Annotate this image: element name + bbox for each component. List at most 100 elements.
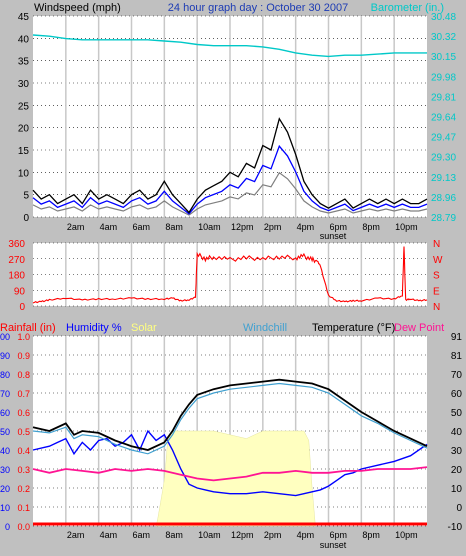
wind-direction-line (32, 246, 428, 304)
rainfall-tick-label: 0.9 (17, 351, 30, 361)
humidity-line (32, 429, 428, 497)
temperature-hour-label: 6am (133, 530, 151, 540)
compass-tick-label: W (433, 255, 443, 266)
temperature-tick-label: 10 (451, 484, 463, 495)
temperature-hour-label: 4pm (297, 530, 315, 540)
humidity-tick-label: 0 (5, 522, 10, 532)
windspeed-tick-label: 0 (23, 213, 29, 224)
barometer-tick-label: 29.81 (431, 92, 456, 103)
humidity-tick-label: 20 (0, 484, 10, 494)
windspeed-tick-label: 35 (18, 57, 30, 68)
rainfall-tick-label: 0.8 (17, 370, 30, 380)
direction-tick-label: 270 (8, 255, 25, 266)
humidity-tick-label: 50 (0, 427, 10, 437)
temperature-tick-label: 20 (451, 465, 463, 476)
rainfall-tick-labels: 0.0 0.1 0.2 0.3 0.4 0.5 0.6 0.7 0.8 0.9 1.0 (17, 332, 30, 532)
barometer-tick-label: 29.13 (431, 173, 456, 184)
windspeed-tick-label: 15 (18, 146, 30, 157)
direction-tick-label: 180 (8, 271, 25, 282)
temperature-tick-label: 81 (451, 351, 463, 362)
temperature-tick-label: 30 (451, 446, 463, 457)
wind-hour-label: 10am (198, 222, 221, 232)
barometer-tick-label: 29.30 (431, 153, 456, 164)
humidity-tick-label: 60 (0, 408, 10, 418)
wind-hour-label: 8pm (362, 222, 380, 232)
barometer-tick-label: 30.48 (431, 12, 456, 23)
windspeed-tick-label: 20 (18, 124, 30, 135)
direction-tick-labels: 0 90 180 270 360 (8, 239, 25, 313)
windchill-line (32, 382, 428, 455)
wind-hour-label: 6pm (330, 222, 348, 232)
sunset-label: sunset (320, 231, 347, 241)
compass-tick-label: E (433, 286, 440, 297)
legend-rainfall-in: Rainfall (in) (0, 322, 56, 334)
direction-tick-label: 90 (14, 286, 26, 297)
temperature-legend: Rainfall (in) Humidity % Solar Windchill Tem… (0, 322, 444, 334)
direction-tick-label: 360 (8, 239, 25, 250)
barometer-tick-label: 30.32 (431, 32, 456, 43)
barometer-tick-label: 28.96 (431, 193, 456, 204)
humidity-tick-labels: 0 10 20 30 40 50 60 70 80 90 100 (0, 332, 10, 532)
direction-grid (33, 242, 427, 307)
windspeed-tick-label: 40 (18, 34, 30, 45)
windspeed-axis-label: Windspeed (mph) (34, 2, 121, 14)
windspeed-tick-labels: 0 5 10 15 20 25 30 35 40 45 (18, 12, 30, 224)
windspeed-tick-label: 5 (23, 191, 29, 202)
compass-tick-label: N (433, 302, 440, 313)
temperature-tick-label: 40 (451, 427, 463, 438)
compass-tick-label: S (433, 271, 440, 282)
humidity-tick-label: 80 (0, 370, 10, 380)
barometer-tick-label: 30.15 (431, 52, 456, 63)
barometer-line (32, 34, 427, 58)
windspeed-tick-label: 25 (18, 101, 30, 112)
barometer-tick-label: 29.64 (431, 113, 456, 124)
barometer-tick-labels: 28.79 28.96 29.13 29.30 29.47 29.64 29.81 29.98… (431, 12, 456, 224)
wind-hour-labels: 2am 4am 6am 8am 10am 12pm 2pm 4pm 6pm 8pm 10pm (67, 222, 418, 232)
rainfall-tick-label: 0.3 (17, 465, 30, 475)
temperature-tick-label: -10 (448, 522, 463, 533)
barometer-tick-label: 29.98 (431, 72, 456, 83)
rainfall-tick-label: 0.2 (17, 484, 30, 494)
barometer-axis-label: Barometer (in.) (371, 2, 444, 14)
legend-windchill: Windchill (243, 322, 287, 334)
wind-hour-label: 4am (100, 222, 118, 232)
temperature-hour-label: 10am (198, 530, 221, 540)
barometer-tick-label: 29.47 (431, 133, 456, 144)
temperature-hour-label: 2pm (264, 530, 282, 540)
windspeed-tick-label: 10 (18, 168, 30, 179)
windspeed-tick-label: 30 (18, 79, 30, 90)
direction-tick-label: 0 (19, 302, 25, 313)
temperature-tick-labels: -10 0 10 20 30 40 50 60 70 81 91 (448, 332, 463, 533)
dew-point-line (32, 466, 428, 482)
temperature-hour-label: 2am (67, 530, 85, 540)
rainfall-tick-label: 0.6 (17, 408, 30, 418)
rainfall-tick-label: 0.5 (17, 427, 30, 437)
humidity-tick-label: 100 (0, 332, 10, 342)
temperature-tick-label: 60 (451, 389, 463, 400)
wind-hour-label: 12pm (231, 222, 254, 232)
temperature-hour-label: 8pm (362, 530, 380, 540)
temperature-hour-labels: 2am 4am 6am 8am 10am 12pm 2pm 4pm 6pm 8pm 10pm (67, 530, 418, 540)
wind-hour-label: 2pm (264, 222, 282, 232)
temperature-hour-label: 4am (100, 530, 118, 540)
direction-series (32, 246, 428, 304)
windspeed-line (32, 117, 428, 214)
temperature-hour-label: 12pm (231, 530, 254, 540)
wind-grid (33, 15, 427, 218)
temperature-tick-label: 91 (451, 332, 463, 343)
humidity-tick-label: 90 (0, 351, 10, 361)
legend-humidity: Humidity % (66, 322, 122, 334)
temperature-tick-label: 70 (451, 370, 463, 381)
humidity-tick-label: 70 (0, 389, 10, 399)
temperature-tick-label: 0 (456, 503, 462, 514)
legend-temperature-f: Temperature (°F) (312, 322, 395, 334)
temperature-hour-label: 6pm (330, 530, 348, 540)
graph-title: 24 hour graph day : October 30 2007 (168, 2, 348, 14)
wind-hour-label: 10pm (395, 222, 418, 232)
temperature-hour-label: 10pm (395, 530, 418, 540)
humidity-tick-label: 40 (0, 446, 10, 456)
